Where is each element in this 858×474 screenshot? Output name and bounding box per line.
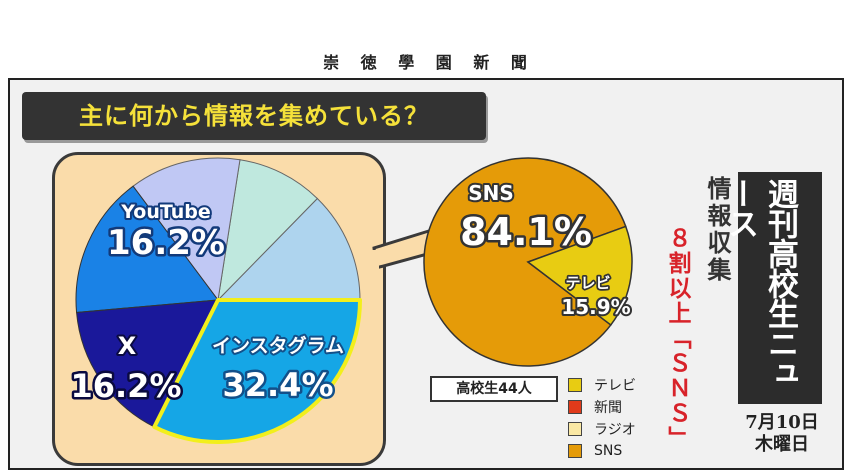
tv-label: テレビ xyxy=(565,274,610,292)
legend-item: テレビ xyxy=(568,374,688,396)
legend-item: SNS xyxy=(568,440,688,462)
issue-date-weekday: 木曜日 xyxy=(755,434,809,455)
legend-label: SNS xyxy=(594,443,623,459)
slice-sns xyxy=(423,157,627,367)
instagram-value-label: 32.4% xyxy=(222,366,333,404)
masthead: 崇 徳 學 園 新 聞 xyxy=(323,53,535,72)
legend-label: 新聞 xyxy=(594,400,622,416)
legend-swatch xyxy=(568,400,582,414)
x-value-label: 16.2% xyxy=(70,367,181,405)
legend-item: ラジオ xyxy=(568,418,688,440)
issue-date: 7月10日 木曜日 xyxy=(724,412,840,456)
slice-youtube xyxy=(75,185,219,314)
youtube-value-label: 16.2% xyxy=(107,223,225,263)
youtube-label: YouTube xyxy=(120,201,210,223)
legend-swatch xyxy=(568,378,582,392)
slice-other xyxy=(216,197,361,301)
brand-title: 週刊高校生ニュース xyxy=(722,178,798,388)
side-title: 情報収集 xyxy=(703,176,732,284)
media-share-pie xyxy=(423,157,633,367)
legend-label: テレビ xyxy=(594,378,636,394)
headline-box: 主に何から情報を集めている？ xyxy=(22,92,486,140)
legend-swatch xyxy=(568,422,582,436)
instagram-label: インスタグラム xyxy=(212,334,344,357)
slice-other xyxy=(217,159,319,302)
slice-instagram xyxy=(152,298,362,444)
slice-other xyxy=(132,157,241,302)
x-label: X xyxy=(118,332,137,360)
legend-item: 新聞 xyxy=(568,396,688,418)
legend-swatch xyxy=(568,444,582,458)
legend: テレビ 新聞 ラジオ SNS xyxy=(568,374,688,462)
side-subtitle: ８割以上「ＳＮＳ」 xyxy=(664,226,691,451)
sns-value-label: 84.1% xyxy=(460,210,592,254)
slice-tv xyxy=(526,225,633,326)
sns-label: SNS xyxy=(468,181,514,205)
brand-box: 週刊高校生ニュース xyxy=(722,172,822,404)
headline-text: 主に何から情報を集めている？ xyxy=(79,102,429,130)
sample-size-box: 高校生44人 xyxy=(430,376,558,402)
legend-label: ラジオ xyxy=(594,422,636,438)
callout-pointer-join xyxy=(372,250,379,272)
pie-labels: SNS84.1%テレビ15.9%YouTube16.2%X16.2%インスタグラ… xyxy=(68,179,633,408)
sns-breakdown-pie xyxy=(75,157,362,444)
tv-value-label: 15.9% xyxy=(561,295,630,319)
issue-date-day: 7月10日 xyxy=(745,412,819,433)
slice-x xyxy=(76,299,219,428)
